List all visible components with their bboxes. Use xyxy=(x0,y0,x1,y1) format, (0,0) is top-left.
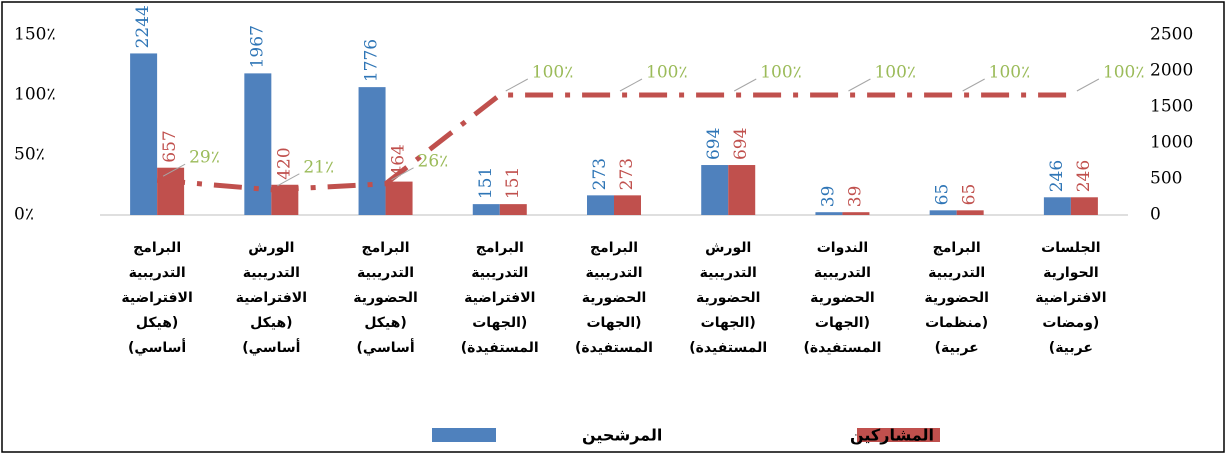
legend-swatch xyxy=(432,428,496,442)
y2-tick-label: 1500 xyxy=(1150,97,1193,117)
bar xyxy=(956,210,984,215)
bar xyxy=(701,165,729,215)
y2-tick-label: 2500 xyxy=(1150,25,1193,45)
y2-tick-label: 2000 xyxy=(1150,61,1193,81)
line-value-label: 100٪ xyxy=(989,63,1031,83)
bar-value-label: 65 xyxy=(960,184,980,206)
bar xyxy=(472,204,500,215)
bar-value-label: 2244 xyxy=(133,5,153,48)
bar-value-label: 246 xyxy=(1074,160,1094,192)
line-value-label: 100٪ xyxy=(532,63,574,83)
y-tick-label: 0٪ xyxy=(14,205,34,225)
leader-line xyxy=(162,163,186,177)
x-tick-label: البرامج التدريبية الافتراضية (الجهات الم… xyxy=(460,240,539,356)
line-value-label: 29٪ xyxy=(189,148,220,168)
y-tick-label: 100٪ xyxy=(14,85,56,105)
bar xyxy=(587,195,614,215)
bar xyxy=(130,53,158,215)
y2-tick-label: 500 xyxy=(1150,169,1182,189)
line-value-label: 21٪ xyxy=(303,157,334,177)
bar xyxy=(157,167,185,215)
bar-value-label: 65 xyxy=(933,184,953,206)
bar-value-label: 1776 xyxy=(362,39,382,82)
leader-line xyxy=(848,78,871,92)
line-value-label: 100٪ xyxy=(760,63,802,83)
leader-line xyxy=(277,173,300,187)
y2-tick-label: 0 xyxy=(1150,205,1161,225)
bar-value-label: 694 xyxy=(731,128,751,160)
x-tick-label: الندوات التدريبية الحضورية (الجهات المست… xyxy=(803,240,882,356)
x-tick-label: البرامج التدريبية الافتراضية (هيكل أساسي… xyxy=(121,240,193,356)
bar-value-label: 694 xyxy=(704,128,724,160)
leader-line xyxy=(391,167,414,181)
legend-swatch xyxy=(857,428,940,442)
bar-value-label: 657 xyxy=(160,130,180,162)
bar xyxy=(842,212,870,215)
bar xyxy=(385,181,413,215)
x-tick-label: البرامج التدريبية الحضورية (الجهات المست… xyxy=(575,240,653,356)
x-tick-label: البرامج التدريبية الحضورية (هيكل أساسي) xyxy=(353,240,418,356)
leader-line xyxy=(505,78,529,92)
y2-tick-label: 1000 xyxy=(1150,133,1193,153)
x-tick-label: الورش التدريبية الحضورية (الجهات المستفي… xyxy=(689,240,768,356)
bar-value-label: 151 xyxy=(476,167,496,199)
leader-line xyxy=(733,78,757,92)
bar-value-label: 420 xyxy=(274,147,294,179)
y-tick-label: 50٪ xyxy=(14,145,45,165)
bar xyxy=(815,212,843,215)
line-value-label: 100٪ xyxy=(646,63,688,83)
legend-label: المرشحين xyxy=(582,426,662,445)
bar xyxy=(358,87,386,215)
bar-value-label: 39 xyxy=(845,186,865,208)
legend-label: المشاركين xyxy=(850,426,934,445)
x-tick-label: البرامج التدريبية الحضورية (منظمات عربية… xyxy=(924,240,989,356)
bar xyxy=(244,73,272,215)
leader-line xyxy=(619,78,643,92)
y-tick-label: 150٪ xyxy=(14,25,56,45)
bar-value-label: 273 xyxy=(617,158,637,190)
bar xyxy=(929,210,957,215)
bar xyxy=(499,204,527,215)
bar xyxy=(1043,197,1071,215)
bar xyxy=(1070,197,1098,215)
bar-value-label: 151 xyxy=(503,167,523,199)
bar-value-label: 246 xyxy=(1047,160,1067,192)
leader-line xyxy=(1076,78,1100,92)
line-value-label: 100٪ xyxy=(874,63,916,83)
line-value-label: 26٪ xyxy=(418,151,449,171)
x-tick-label: الجلسات الحوارية الافتراضية (ومضات عربية… xyxy=(1035,240,1107,356)
bar-value-label: 39 xyxy=(818,186,838,208)
line-value-label: 100٪ xyxy=(1103,63,1145,83)
bar-value-label: 273 xyxy=(590,158,610,190)
bar-value-label: 1967 xyxy=(247,25,267,68)
leader-line xyxy=(962,78,985,92)
bar xyxy=(728,165,756,215)
bar xyxy=(614,195,641,215)
x-tick-label: الورش التدريبية الافتراضية (هيكل أساسي) xyxy=(235,240,307,356)
